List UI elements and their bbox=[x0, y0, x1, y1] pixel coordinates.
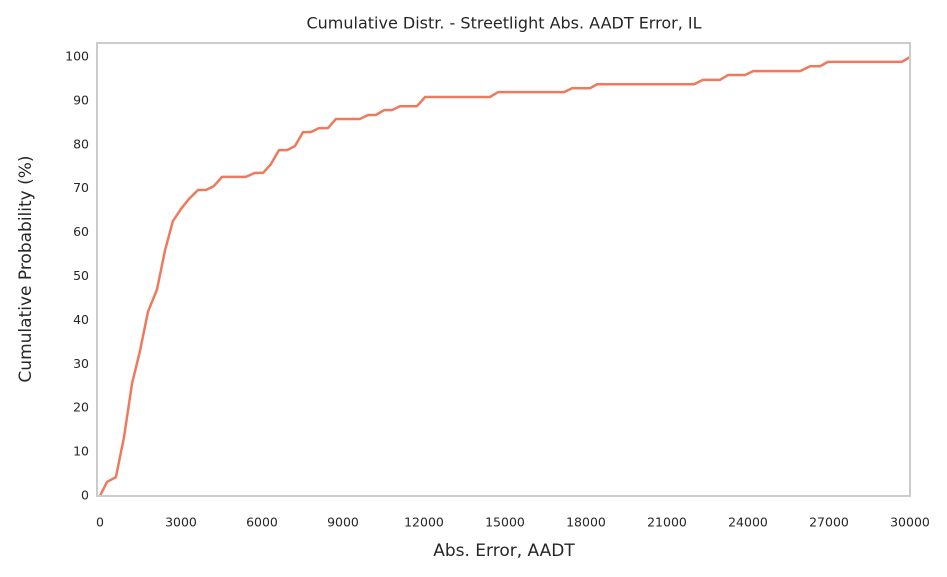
y-tick-label: 10 bbox=[73, 444, 89, 459]
chart-title: Cumulative Distr. - Streetlight Abs. AAD… bbox=[306, 14, 701, 33]
x-tick-label: 24000 bbox=[728, 515, 768, 530]
y-tick-label: 60 bbox=[73, 224, 89, 239]
x-tick-label: 15000 bbox=[485, 515, 525, 530]
y-tick-label: 50 bbox=[73, 268, 89, 283]
y-tick-label: 0 bbox=[81, 488, 89, 503]
x-axis-label: Abs. Error, AADT bbox=[433, 541, 575, 561]
y-tick-label: 90 bbox=[73, 92, 89, 107]
x-tick-label: 30000 bbox=[890, 515, 930, 530]
y-axis-label: Cumulative Probability (%) bbox=[16, 155, 36, 382]
y-tick-label: 40 bbox=[73, 312, 89, 327]
y-tick-label: 80 bbox=[73, 136, 89, 151]
x-tick-label: 27000 bbox=[809, 515, 849, 530]
x-tick-label: 9000 bbox=[327, 515, 359, 530]
data-line bbox=[98, 55, 911, 497]
y-tick-label: 100 bbox=[65, 49, 89, 64]
x-tick-label: 21000 bbox=[647, 515, 687, 530]
x-tick-label: 18000 bbox=[566, 515, 606, 530]
x-tick-label: 0 bbox=[96, 515, 104, 530]
x-tick-label: 6000 bbox=[246, 515, 278, 530]
x-tick-label: 12000 bbox=[404, 515, 444, 530]
y-tick-label: 20 bbox=[73, 400, 89, 415]
x-tick-label: 3000 bbox=[165, 515, 197, 530]
y-tick-label: 70 bbox=[73, 180, 89, 195]
y-tick-label: 30 bbox=[73, 356, 89, 371]
plot-frame bbox=[96, 42, 911, 497]
